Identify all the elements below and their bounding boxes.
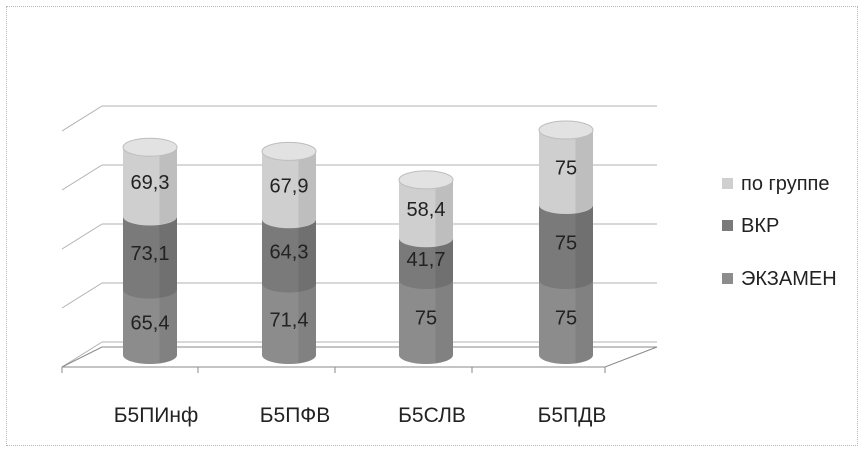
cylinder-shade xyxy=(435,238,453,289)
cylinder-shade xyxy=(159,147,177,225)
cylinder-shade xyxy=(435,280,453,364)
data-label-б5пдв-по-группе: 75 xyxy=(555,158,577,180)
legend-label: по группе xyxy=(741,173,830,195)
bar-б5пдв-экзамен xyxy=(539,280,593,364)
chart-frame xyxy=(6,6,858,446)
legend-label: ВКР xyxy=(741,215,779,237)
cylinder-body xyxy=(399,179,453,248)
legend-item-экзамен: ЭКЗАМЕН xyxy=(722,268,837,290)
cylinder-shade xyxy=(575,130,593,214)
legend-swatch xyxy=(722,273,733,284)
cylinder-top-б5пдв xyxy=(538,120,594,140)
cylinder-shade xyxy=(159,289,177,364)
cylinder-shade xyxy=(575,205,593,289)
legend-item-вкр: ВКР xyxy=(722,215,779,237)
data-label-б5пинф-по-группе: 69,3 xyxy=(131,172,170,194)
cylinder-top-б5пфв xyxy=(261,141,317,161)
bar-б5пдв-вкр xyxy=(539,205,593,289)
cylinder-body xyxy=(123,216,177,299)
data-label-б5пинф-вкр: 73,1 xyxy=(131,243,170,265)
cylinder-shade xyxy=(435,179,453,247)
bar-б5слв-по-группе xyxy=(399,179,453,248)
bar-б5пинф-по-группе xyxy=(123,147,177,226)
legend-item-по-группе: по группе xyxy=(722,173,830,195)
category-label-б5пдв: Б5ПДВ xyxy=(538,404,607,427)
bar-б5пфв-вкр xyxy=(262,219,316,293)
cylinder-shade xyxy=(298,283,316,364)
category-axis: Б5ПИнф Б5ПФВ Б5СЛВ Б5ПДВ xyxy=(114,404,607,427)
cylinder-top-б5слв xyxy=(398,170,454,190)
legend: по группе ВКР ЭКЗАМЕН xyxy=(722,173,837,290)
bar-б5слв-вкр xyxy=(399,238,453,289)
data-label-б5пдв-вкр: 75 xyxy=(555,233,577,255)
bar-б5пфв-по-группе xyxy=(262,151,316,229)
category-label-б5пфв: Б5ПФВ xyxy=(260,404,331,427)
gridline-left xyxy=(61,105,103,132)
data-label-б5пдв-экзамен: 75 xyxy=(555,308,577,330)
data-label-б5пфв-по-группе: 67,9 xyxy=(270,175,309,197)
data-label-б5пфв-экзамен: 71,4 xyxy=(270,309,309,331)
legend-swatch xyxy=(722,178,733,189)
category-label-б5пинф: Б5ПИнф xyxy=(114,404,199,427)
bar-б5пинф-экзамен xyxy=(123,289,177,364)
bars xyxy=(122,120,594,364)
data-labels: 65,4 73,1 69,3 71,4 64,3 67,9 75 41,7 58,4 75 75 75 xyxy=(131,158,578,335)
category-label-б5слв: Б5СЛВ xyxy=(398,404,466,427)
cylinder-shade xyxy=(298,151,316,228)
legend-label: ЭКЗАМЕН xyxy=(741,268,837,290)
legend-swatch xyxy=(722,220,733,231)
gridline-left xyxy=(61,223,103,250)
gridline-left xyxy=(61,341,103,368)
cylinder-body xyxy=(539,205,593,289)
bar-б5слв-экзамен xyxy=(399,280,453,364)
cylinder-body xyxy=(123,289,177,364)
cylinder-body xyxy=(262,151,316,229)
data-label-б5пфв-вкр: 64,3 xyxy=(270,241,309,263)
cylinder-body xyxy=(539,130,593,214)
data-label-б5слв-вкр: 41,7 xyxy=(407,249,446,271)
bar-б5пфв-экзамен xyxy=(262,283,316,364)
data-label-б5пинф-экзамен: 65,4 xyxy=(131,312,170,334)
cylinder-body xyxy=(123,147,177,226)
cylinder-shade xyxy=(159,216,177,298)
data-label-б5слв-по-группе: 58,4 xyxy=(407,199,446,221)
cylinder-shade xyxy=(575,280,593,364)
cylinder-body xyxy=(399,280,453,364)
bar-б5пинф-вкр xyxy=(123,216,177,299)
data-label-б5слв-экзамен: 75 xyxy=(415,308,437,330)
cylinder-body xyxy=(399,238,453,289)
gridline-left xyxy=(61,282,103,309)
gridline-left xyxy=(61,164,103,191)
cylinder-body xyxy=(539,280,593,364)
cylinder-body xyxy=(262,219,316,293)
bar-б5пдв-по-группе xyxy=(539,130,593,214)
cylinder-top-б5пинф xyxy=(122,137,178,157)
cylinder-shade xyxy=(298,219,316,292)
cylinder-body xyxy=(262,283,316,364)
